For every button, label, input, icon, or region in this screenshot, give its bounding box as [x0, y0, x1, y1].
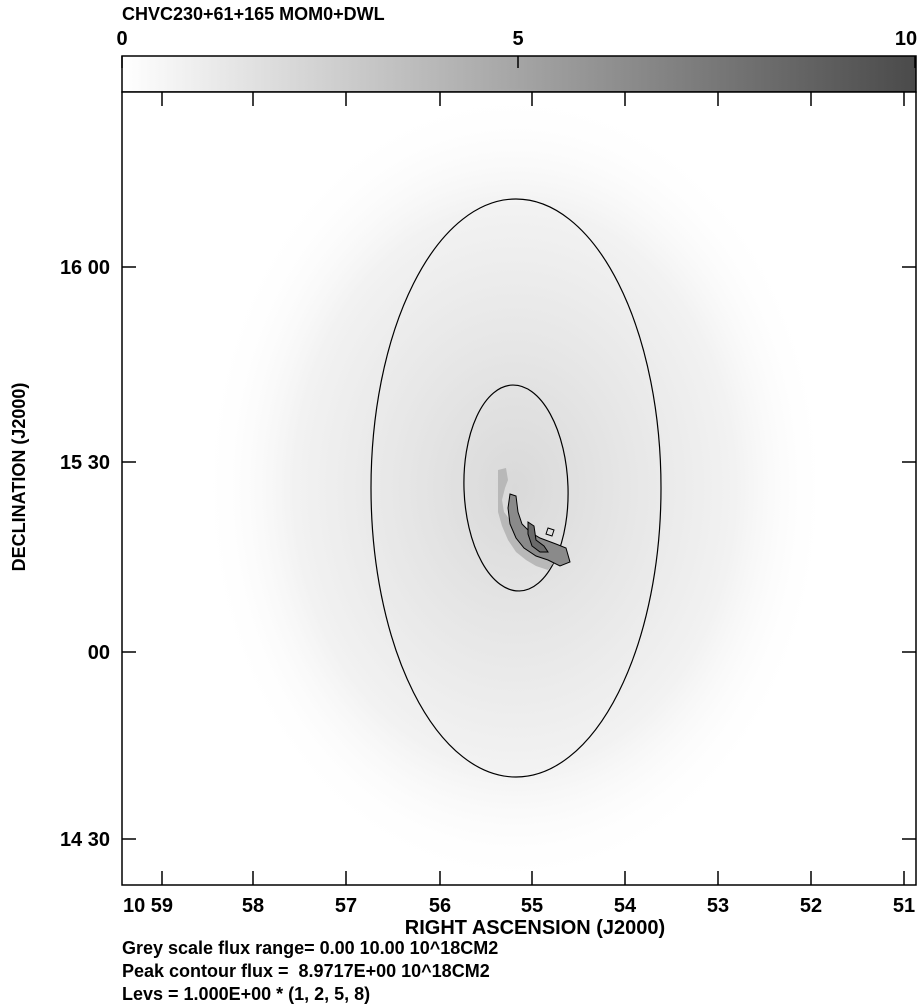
x-tick-labels: 10 59 58 57 56 55 54 53 52 51: [123, 895, 915, 917]
x-tick-label: 57: [335, 895, 357, 917]
x-tick-label: 10 59: [123, 895, 173, 917]
colorbar: 0 5 10: [116, 28, 917, 93]
plot-frame: [121, 91, 917, 886]
y-axis-label: DECLINATION (J2000): [9, 383, 29, 572]
colorbar-gradient: [121, 55, 917, 93]
core-emission: [498, 468, 571, 570]
y-tick-label: 14 30: [60, 829, 110, 851]
diffuse-emission: [200, 88, 830, 888]
y-tick-labels: 16 00 15 30 00 14 30: [60, 257, 110, 851]
plot-area: [121, 88, 917, 888]
grey-scale-range-text: Grey scale flux range= 0.00 10.00 10^18C…: [122, 938, 499, 958]
y-tick-label: 00: [88, 642, 110, 664]
x-tick-label: 52: [800, 895, 822, 917]
colorbar-tick-10: 10: [895, 28, 917, 50]
x-tick-label: 55: [521, 895, 543, 917]
x-axis-label: RIGHT ASCENSION (J2000): [405, 917, 665, 939]
x-tick-label: 56: [429, 895, 451, 917]
x-tick-label: 51: [893, 895, 915, 917]
contour-levels-text: Levs = 1.000E+00 * (1, 2, 5, 8): [122, 984, 371, 1004]
x-axis-ticks: [161, 92, 905, 885]
y-tick-label: 16 00: [60, 257, 110, 279]
colorbar-tick-5: 5: [512, 28, 523, 50]
y-axis-ticks: [122, 266, 916, 840]
x-tick-label: 53: [707, 895, 729, 917]
x-tick-label: 58: [242, 895, 264, 917]
chart-title: CHVC230+61+165 MOM0+DWL: [122, 4, 385, 24]
contour-inner: [463, 384, 569, 592]
colorbar-tick-0: 0: [116, 28, 127, 50]
contour-outer: [370, 198, 662, 778]
peak-contour-text: Peak contour flux = 8.9717E+00 10^18CM2: [122, 961, 490, 981]
x-tick-label: 54: [614, 895, 637, 917]
y-tick-label: 15 30: [60, 452, 110, 474]
